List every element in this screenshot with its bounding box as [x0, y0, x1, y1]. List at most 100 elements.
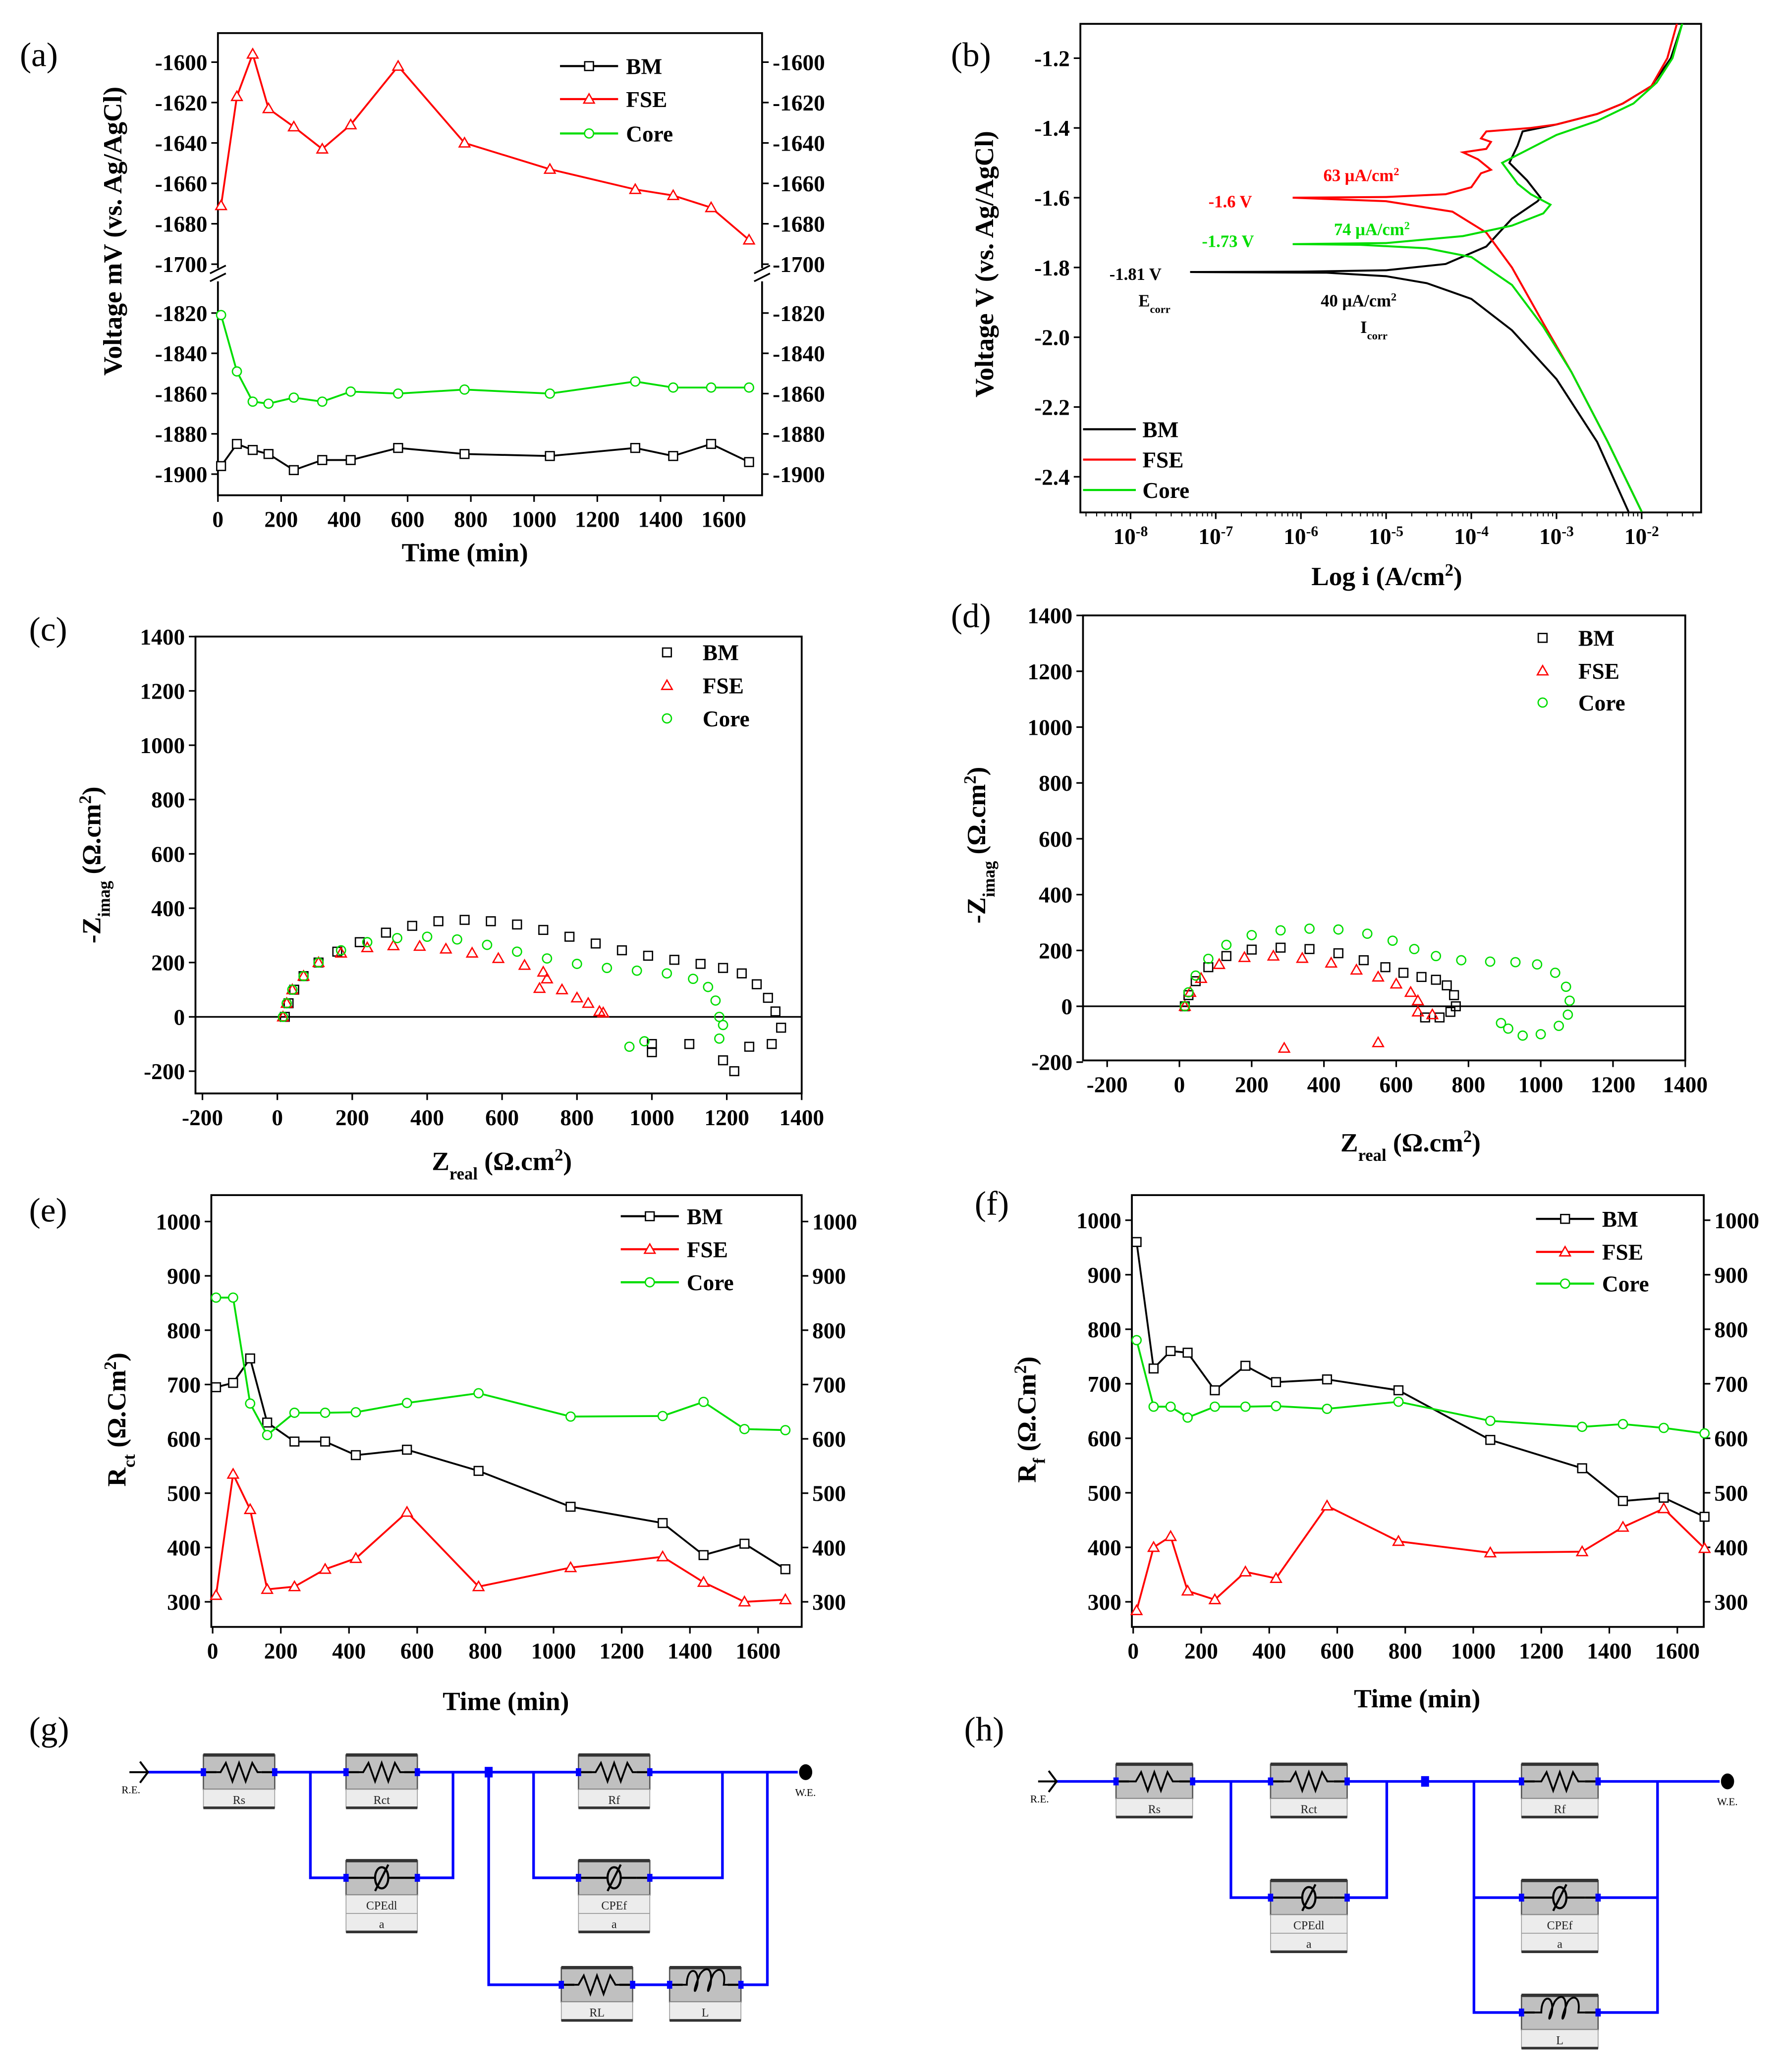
panel-g: Rs Rct Rf CPEdl a CPEf a RL L R.E. W.E. [121, 1753, 816, 2022]
panel-b-annotation: -1.81 V [1110, 265, 1162, 284]
reference-electrode-icon [1038, 1770, 1058, 1793]
panel-c-point-Core [542, 953, 553, 964]
panel-a-point-BM [231, 438, 242, 449]
panel-d-legend-label-FSE: FSE [1578, 659, 1619, 684]
panel-f: 0 200 400 600 800 1000 1200 1400 1600 300 300 400 40… [1011, 1194, 1759, 1713]
panel-e-y-tick-label: 500 [167, 1481, 201, 1506]
panel-d-y-tick-label: 0 [1061, 994, 1072, 1019]
panel-g-component-label: a [379, 1918, 385, 1931]
panel-a-y2-tick-label: -1900 [773, 462, 825, 487]
panel-e-point-BM [228, 1378, 238, 1388]
panel-e-y2-tick-label: 900 [812, 1264, 846, 1289]
panel-b-x-tick-label: 10-4 [1454, 524, 1489, 549]
panel-f-point-FSE [1270, 1572, 1282, 1583]
panel-e-x-tick-label: 1600 [736, 1639, 781, 1664]
panel-g-component-label: Rct [374, 1794, 390, 1807]
panel-c-legend-label-BM: BM [703, 641, 739, 665]
panel-c-x-tick-label: 800 [560, 1105, 594, 1130]
panel-g-junction [485, 1767, 493, 1778]
panel-h-component-label: a [1557, 1938, 1562, 1951]
panel-e-y2-tick-label: 500 [812, 1481, 846, 1506]
panel-c-y-tick-label: 0 [173, 1005, 185, 1030]
panel-h-component-L: L [1518, 1993, 1601, 2050]
panel-f-point-Core [1131, 1335, 1142, 1346]
panel-c-point-Core [452, 934, 462, 945]
panel-a-y-tick-label: -1840 [155, 341, 208, 366]
panel-c-point-Core [298, 971, 309, 981]
panel-b-annotation: -1.6 V [1209, 193, 1252, 212]
panel-d-x-tick-label: 1000 [1518, 1072, 1563, 1097]
panel-f-label: (f) [975, 1184, 1009, 1222]
panel-c-x-tick-label: 200 [335, 1105, 369, 1130]
panel-c-point-Core [662, 968, 672, 979]
panel-a-point-BM [216, 461, 226, 471]
panel-e-point-Core [227, 1292, 238, 1303]
panel-b: 10-8 10-7 10-6 10-5 10-4 10-3 10-2 -1.2 -1.4 -1.6… [970, 23, 1702, 591]
panel-d-point-Core [1362, 928, 1373, 939]
panel-e-point-FSE [697, 1576, 710, 1587]
panel-b-y-tick-label: -1.8 [1034, 256, 1070, 280]
panel-a-x-tick-label: 1400 [638, 507, 683, 532]
panel-e-y-tick-label: 400 [167, 1535, 201, 1560]
panel-f-x-tick-label: 1600 [1655, 1639, 1700, 1664]
panel-c-x-tick-label: 1400 [779, 1105, 824, 1130]
panel-d-point-FSE [1213, 958, 1226, 969]
panel-c-y-tick-label: 200 [151, 951, 185, 976]
panel-h-node [1113, 1777, 1119, 1786]
panel-d-x-tick-label: -200 [1087, 1072, 1128, 1097]
panel-f-y2-tick-label: 800 [1714, 1317, 1748, 1342]
panel-e-point-Core [657, 1411, 668, 1421]
panel-h-we-label: W.E. [1717, 1796, 1738, 1807]
panel-e-x-tick-label: 0 [207, 1639, 219, 1664]
panel-c-point-FSE [540, 972, 554, 983]
panel-d-y-axis-title: -Zimag (Ω.cm2) [961, 767, 999, 924]
panel-c-point-Core [631, 965, 642, 976]
panel-b-x-axis-title: Log i (A/cm2) [1311, 561, 1462, 591]
panel-c-point-BM [381, 927, 391, 938]
panel-b-annotation: 40 μA/cm2 [1321, 290, 1396, 311]
panel-f-point-BM [1131, 1237, 1142, 1247]
panel-f-point-Core [1485, 1416, 1496, 1426]
panel-e-point-Core [350, 1407, 361, 1418]
panel-d-y-tick-label: 1200 [1028, 659, 1073, 684]
panel-e-y-tick-label: 800 [167, 1318, 201, 1343]
panel-g-node [343, 1768, 349, 1776]
panel-h-component-label-cell [1521, 2029, 1599, 2049]
panel-a-y2-tick-label: -1840 [773, 341, 825, 366]
panel-e-point-FSE [319, 1562, 332, 1574]
panel-e-legend-marker-FSE [643, 1243, 657, 1254]
panel-g-node [576, 1874, 581, 1882]
panel-f-point-FSE [1392, 1534, 1405, 1546]
panel-g-label: (g) [29, 1710, 69, 1748]
panel-e-point-BM [565, 1502, 576, 1512]
panel-h-component-label-cell [1270, 1933, 1348, 1953]
panel-f-y-axis-title: Rf (Ω.Cm2) [1011, 1357, 1049, 1483]
panel-a-point-BM [706, 438, 717, 449]
panel-d-x-tick-label: 0 [1174, 1072, 1185, 1097]
panel-d-point-BM [1434, 1012, 1445, 1023]
panel-c-point-Core [714, 1033, 724, 1044]
panel-c-point-Core [482, 939, 493, 950]
panel-f-point-Core [1577, 1421, 1588, 1432]
panel-a-point-FSE [705, 201, 718, 213]
panel-f-point-Core [1617, 1418, 1628, 1429]
panel-d-point-FSE [1267, 949, 1280, 961]
panel-d-x-axis-title: Zreal (Ω.cm2) [1340, 1127, 1481, 1165]
panel-e-point-Core [739, 1423, 750, 1434]
panel-c-y-tick-label: 600 [151, 842, 185, 867]
panel-h-component-Rs: Rs [1113, 1762, 1195, 1819]
panel-d-y-tick-label: 400 [1039, 883, 1072, 908]
panel-d-label: (d) [951, 597, 991, 635]
panel-g-we-label: W.E. [795, 1787, 816, 1799]
panel-d-legend-marker-Core [1537, 697, 1548, 708]
panel-f-y2-tick-label: 600 [1714, 1426, 1748, 1451]
panel-d-point-Core [1532, 959, 1543, 970]
panel-c-point-FSE [492, 952, 505, 963]
panel-d-point-Core [1203, 953, 1214, 964]
panel-g-node [630, 1980, 635, 1989]
panel-d-point-Core [1554, 1021, 1564, 1031]
panel-c-x-tick-label: 0 [272, 1105, 283, 1130]
panel-d-point-FSE [1411, 994, 1425, 1006]
panel-c-x-tick-label: 400 [410, 1105, 444, 1130]
panel-a-y-tick-label: -1660 [155, 171, 208, 196]
